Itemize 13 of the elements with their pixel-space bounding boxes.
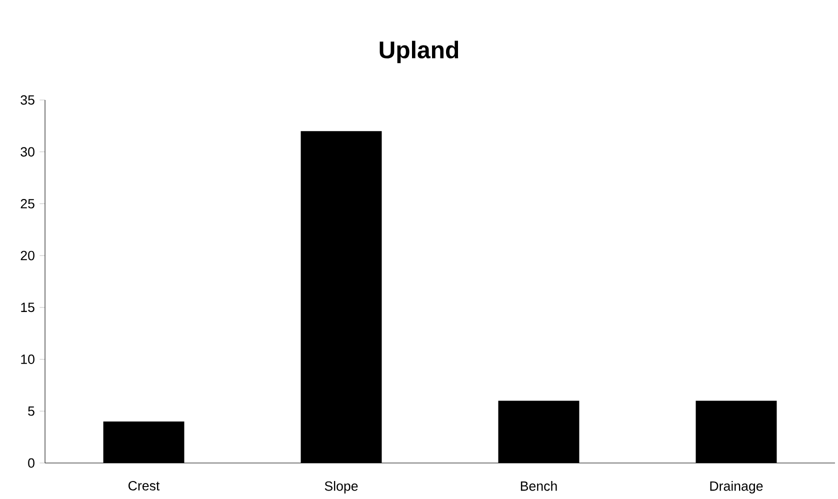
y-tick-label: 35 <box>20 95 34 105</box>
y-tick-label: 15 <box>21 302 34 312</box>
x-tick-label: Crest <box>128 481 160 490</box>
chart-title: Upland <box>380 40 458 64</box>
x-tick-label: Slope <box>324 481 358 494</box>
x-tick-label: Bench <box>520 481 557 491</box>
y-tick-label: 10 <box>21 354 34 364</box>
y-tick-label: 5 <box>28 406 34 416</box>
y-tick-label: 30 <box>20 147 34 157</box>
x-tick-label: Drainage <box>710 481 763 494</box>
y-tick-label: 25 <box>20 198 34 208</box>
y-tick-label: 20 <box>20 250 34 260</box>
y-tick-label: 0 <box>28 458 34 468</box>
